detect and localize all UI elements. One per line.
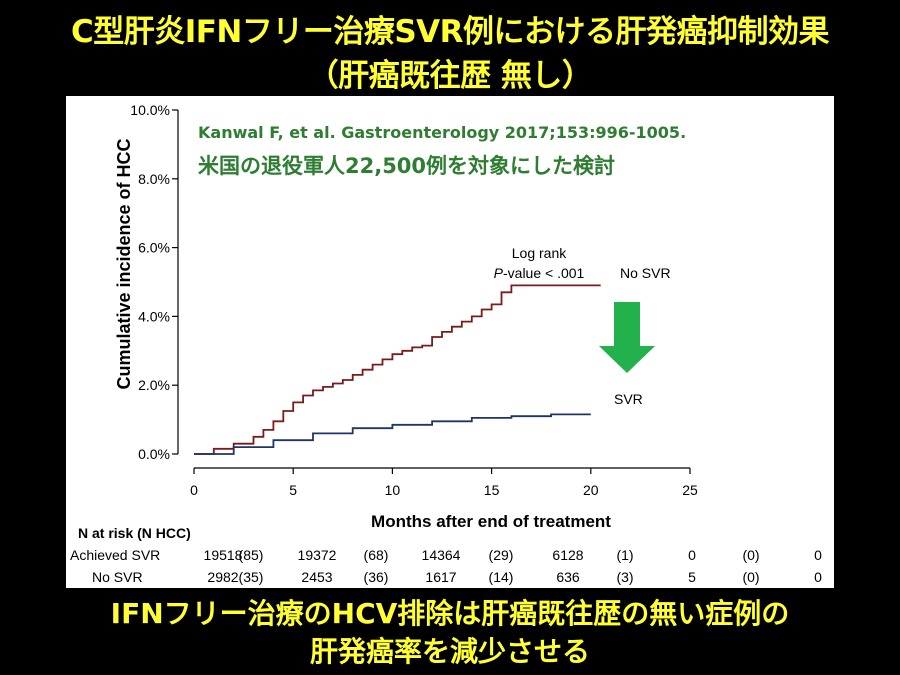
y-tick-label: 0.0% [138,446,170,462]
slide-subtitle: （肝癌既往歴 無し） [307,58,593,94]
risk-table: N at risk (N HCC) Achieved SVR No SVR 19… [70,525,822,585]
risk-table-cell: 2982 [207,569,238,585]
y-tick-label: 6.0% [138,240,170,256]
x-tick-label: 20 [583,482,599,498]
axes: 0.0% 2.0% 4.0% 6.0% 8.0% 10.0% 0 5 10 15 20 25 [130,102,698,498]
risk-table-cell: 0 [814,547,822,563]
risk-table-cell: 636 [556,569,580,585]
risk-table-cell: (1) [616,547,633,563]
pvalue-rest: -value < .001 [503,265,585,281]
risk-table-cell: 19372 [298,547,337,563]
risk-table-cell: 14364 [422,547,461,563]
x-tick-label: 15 [484,482,500,498]
y-tick-label: 2.0% [138,377,170,393]
risk-table-cell: 0 [814,569,822,585]
study-description: 米国の退役軍人22,500例を対象にした検討 [198,154,615,178]
risk-table-cell: (36) [364,569,389,585]
km-chart: 0.0% 2.0% 4.0% 6.0% 8.0% 10.0% 0 5 10 15 20 25 Cumu… [70,102,822,585]
logrank-label: Log rank [512,245,567,261]
risk-table-cell: (29) [489,547,514,563]
series-line-no-svr [194,284,601,455]
risk-table-cell: 19518 [204,547,243,563]
chart-panel: 0.0% 2.0% 4.0% 6.0% 8.0% 10.0% 0 5 10 15 20 25 Cumu… [66,96,834,588]
risk-table-cell: 1617 [425,569,456,585]
risk-row-label-svr: Achieved SVR [70,547,160,563]
risk-table-cell: (35) [239,569,264,585]
slide-title: C型肝炎IFNフリー治療SVR例における肝発癌抑制効果 [70,14,830,50]
risk-table-header: N at risk (N HCC) [78,525,191,541]
risk-table-cell: 5 [688,569,696,585]
y-tick-label: 4.0% [138,308,170,324]
y-tick-label: 10.0% [130,102,170,118]
risk-table-cell: (68) [364,547,389,563]
down-arrow-icon [599,302,655,373]
y-tick-label: 8.0% [138,171,170,187]
y-axis-label: Cumulative incidence of HCC [114,138,134,389]
series-label-no-svr: No SVR [620,265,671,281]
conclusion-line-2: 肝発癌率を減少させる [309,635,590,668]
series-label-svr: SVR [614,391,643,407]
x-tick-label: 10 [385,482,401,498]
citation-text: Kanwal F, et al. Gastroenterology 2017;1… [198,123,686,142]
pvalue-label: P-value < .001 [494,265,585,281]
x-tick-label: 25 [682,482,698,498]
conclusion-line-1: IFNフリー治療のHCV排除は肝癌既往歴の無い症例の [110,597,790,630]
series-line-svr [194,413,591,455]
risk-table-cell: (3) [616,569,633,585]
risk-table-cell: (14) [489,569,514,585]
risk-table-cell: 0 [688,547,696,563]
x-tick-label: 5 [289,482,297,498]
x-axis-label: Months after end of treatment [371,512,611,531]
risk-row-label-no-svr: No SVR [92,569,143,585]
risk-table-cell: (85) [239,547,264,563]
risk-table-cell: 6128 [552,547,583,563]
risk-table-cell: (0) [742,547,759,563]
x-tick-label: 0 [190,482,198,498]
risk-table-cell: (0) [742,569,759,585]
pvalue-prefix: P [494,265,504,281]
series-layer [194,284,601,455]
risk-table-cell: 2453 [301,569,332,585]
